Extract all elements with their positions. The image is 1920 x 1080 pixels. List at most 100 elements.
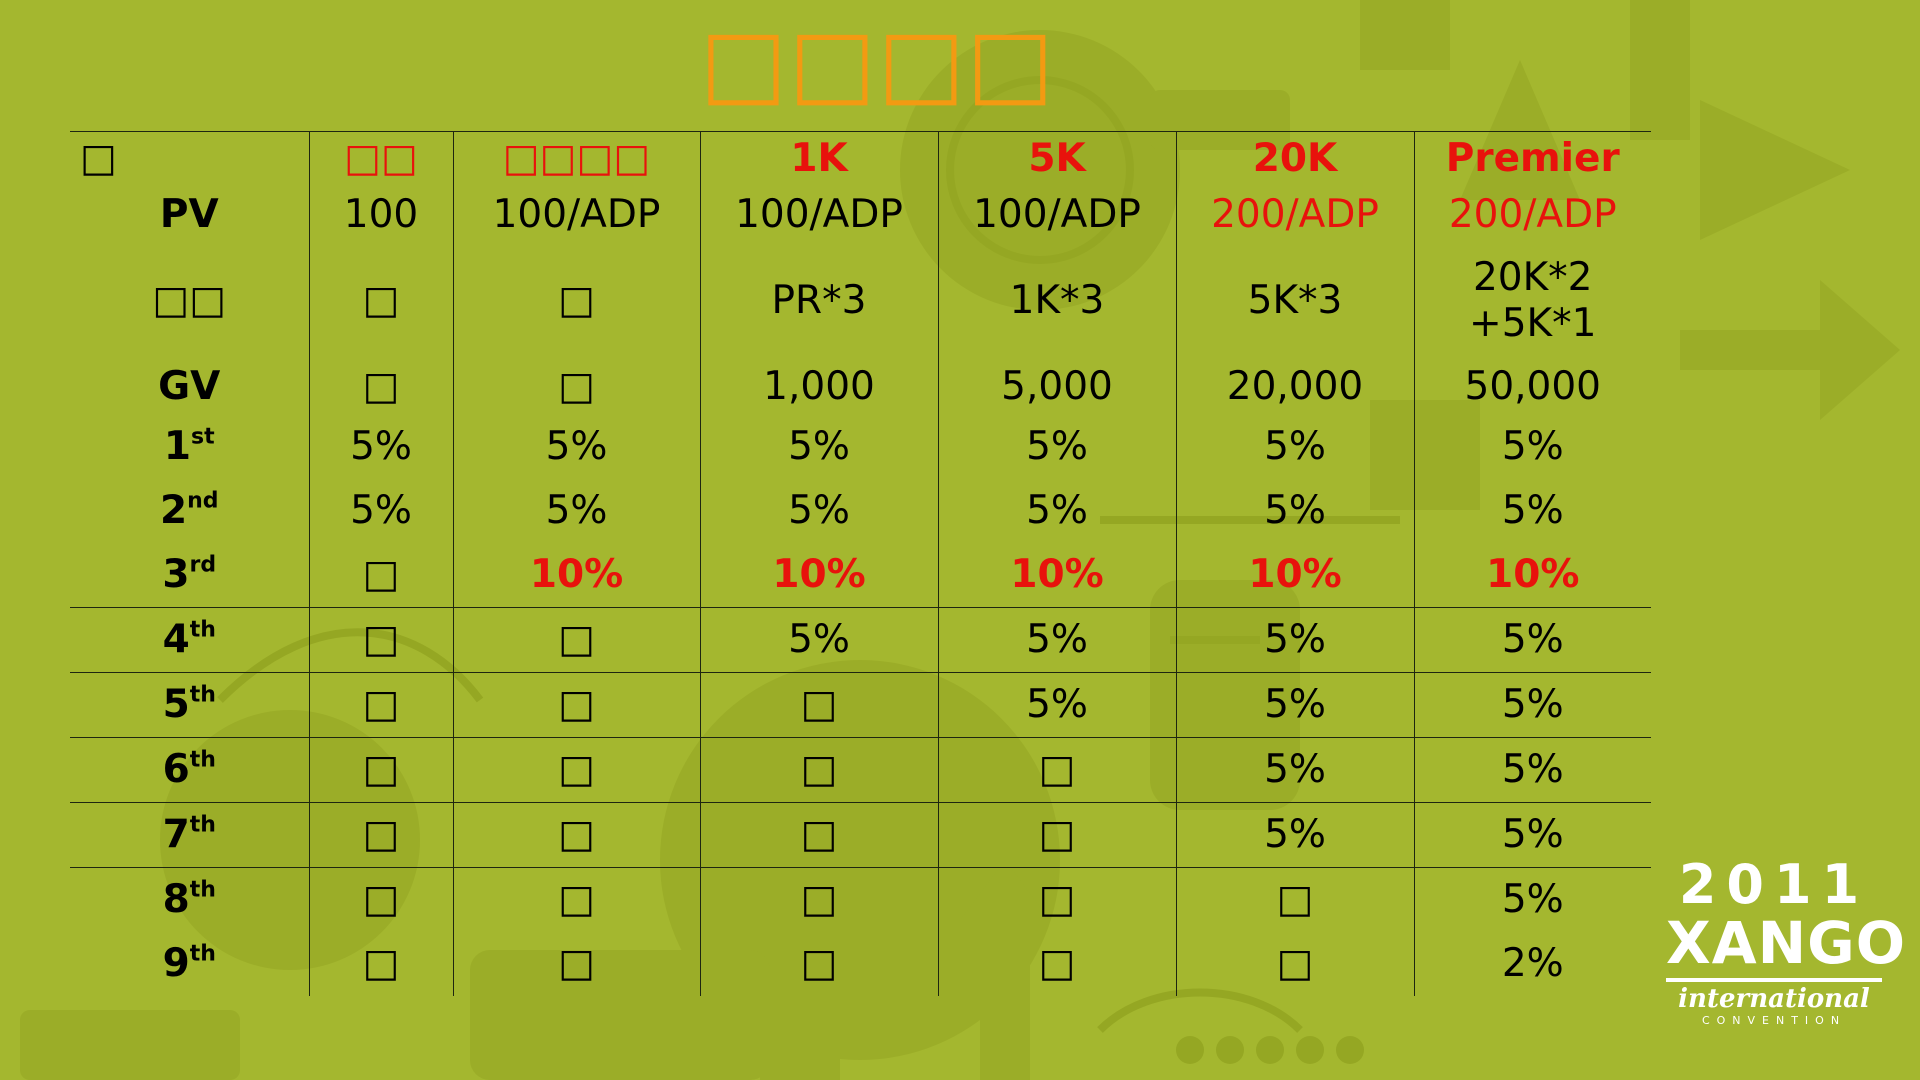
row-label-suffix: st (191, 424, 215, 450)
table-cell: 10% (1175, 543, 1414, 608)
table-header-row: □ □□ □□□□ 1K 5K 20K Premier (70, 131, 1651, 187)
table-cell: 5% (1175, 607, 1414, 673)
table-cell: 5% (452, 415, 700, 479)
commission-table: □ □□ □□□□ 1K 5K 20K Premier PV 100 100/A… (70, 131, 1651, 996)
table-cell: □ (1175, 867, 1414, 932)
row-label-number: 9 (162, 940, 190, 986)
table-cell: 5% (308, 479, 453, 543)
table-row-generation: 6th □ □ □ □ 5% 5% (70, 737, 1651, 803)
table-row-requirement: □□ □ □ PR*3 1K*3 5K*3 20K*2 +5K*1 (70, 243, 1651, 359)
row-label-suffix: th (189, 617, 216, 643)
table-cell: 200/ADP (1413, 187, 1651, 243)
xango-logo: 2011 XANGO international CONVENTION (1666, 853, 1907, 1028)
table-cell: □ (452, 932, 700, 996)
table-cell: 5% (699, 415, 938, 479)
row-label-suffix: nd (187, 488, 219, 514)
logo-name: XANGO (1666, 909, 1907, 977)
row-label-suffix: th (189, 941, 216, 967)
row-label-suffix: th (189, 747, 216, 773)
table-cell: □ (308, 932, 453, 996)
table-cell: 200/ADP (1175, 187, 1414, 243)
row-label: 6th (70, 737, 309, 803)
table-cell: 100/ADP (699, 187, 938, 243)
row-label: 8th (70, 867, 309, 932)
table-row-gv: GV □ □ 1,000 5,000 20,000 50,000 (70, 359, 1651, 415)
logo-caption: CONVENTION (1701, 1014, 1847, 1027)
table-cell: □ (699, 672, 938, 738)
row-label: 4th (70, 607, 309, 673)
table-cell: □ (452, 607, 700, 673)
table-cell: □ (699, 802, 938, 868)
table-cell: □ (308, 543, 453, 608)
table-cell: 5% (1413, 607, 1651, 673)
table-cell: □ (699, 867, 938, 932)
column-header: Premier (1413, 131, 1651, 187)
table-cell: □ (308, 607, 453, 673)
row-label-suffix: rd (189, 552, 217, 578)
table-cell: 5,000 (937, 359, 1176, 415)
table-cell: 10% (452, 543, 700, 608)
table-cell: 5K*3 (1175, 243, 1414, 359)
table-cell: □ (1175, 932, 1414, 996)
table-cell: 100/ADP (937, 187, 1176, 243)
row-label: □□ (152, 277, 227, 323)
table-cell: 5% (452, 479, 700, 543)
table-row-generation: 3rd □ 10% 10% 10% 10% 10% (70, 543, 1651, 608)
row-label-suffix: th (189, 682, 216, 708)
table-cell: 20,000 (1175, 359, 1414, 415)
table-cell: 5% (1413, 479, 1651, 543)
table-cell: 5% (1175, 802, 1414, 868)
row-label: 7th (70, 802, 309, 868)
table-cell: □ (452, 672, 700, 738)
row-label-suffix: th (189, 812, 216, 838)
table-cell: 20K*2 +5K*1 (1413, 243, 1651, 359)
table-cell: □ (937, 932, 1176, 996)
table-cell: 1K*3 (937, 243, 1176, 359)
row-label: PV (159, 191, 219, 237)
row-label-number: 6 (162, 746, 190, 792)
row-label-number: 7 (162, 811, 190, 857)
row-label: 2nd (70, 479, 309, 543)
table-cell: 10% (937, 543, 1176, 608)
table-cell: □ (452, 359, 700, 415)
table-cell: □ (452, 243, 700, 359)
row-label-number: 2 (159, 487, 188, 533)
logo-year: 2011 (1678, 853, 1870, 916)
table-cell: □ (937, 737, 1176, 803)
table-cell: □ (699, 737, 938, 803)
table-cell: 5% (937, 415, 1176, 479)
table-cell: 5% (1175, 672, 1414, 738)
row-label-number: 4 (162, 616, 190, 662)
table-cell: □ (937, 867, 1176, 932)
table-cell: 5% (699, 607, 938, 673)
column-header: 20K (1175, 131, 1414, 187)
table-row-generation: 8th □ □ □ □ □ 5% (70, 867, 1651, 932)
table-row-generation: 9th □ □ □ □ □ 2% (70, 932, 1651, 996)
table-cell: □ (699, 932, 938, 996)
table-cell: 5% (1413, 802, 1651, 868)
logo-divider (1666, 978, 1882, 982)
table-cell: 5% (1413, 672, 1651, 738)
table-cell: 5% (1175, 737, 1414, 803)
table-cell: 5% (1175, 479, 1414, 543)
table-cell: 5% (699, 479, 938, 543)
table-cell: 5% (937, 672, 1176, 738)
table-cell: 2% (1413, 932, 1651, 996)
row-label-number: 1 (163, 423, 191, 469)
row-label-number: 3 (162, 551, 190, 597)
row-label-number: 5 (162, 681, 190, 727)
table-cell: 50,000 (1413, 359, 1651, 415)
column-header: □□ (308, 131, 453, 187)
table-row-generation: 5th □ □ □ 5% 5% 5% (70, 672, 1651, 738)
table-cell: □ (308, 737, 453, 803)
table-cell: 5% (1175, 415, 1414, 479)
row-label: 3rd (70, 543, 309, 608)
table-cell: 5% (1413, 867, 1651, 932)
row-label: 5th (70, 672, 309, 738)
table-cell: □ (308, 802, 453, 868)
table-cell: 10% (699, 543, 938, 608)
table-cell: □ (308, 243, 453, 359)
table-row-pv: PV 100 100/ADP 100/ADP 100/ADP 200/ADP 2… (70, 187, 1651, 243)
slide-title: □□□□ (700, 9, 1056, 116)
table-cell: 5% (937, 607, 1176, 673)
